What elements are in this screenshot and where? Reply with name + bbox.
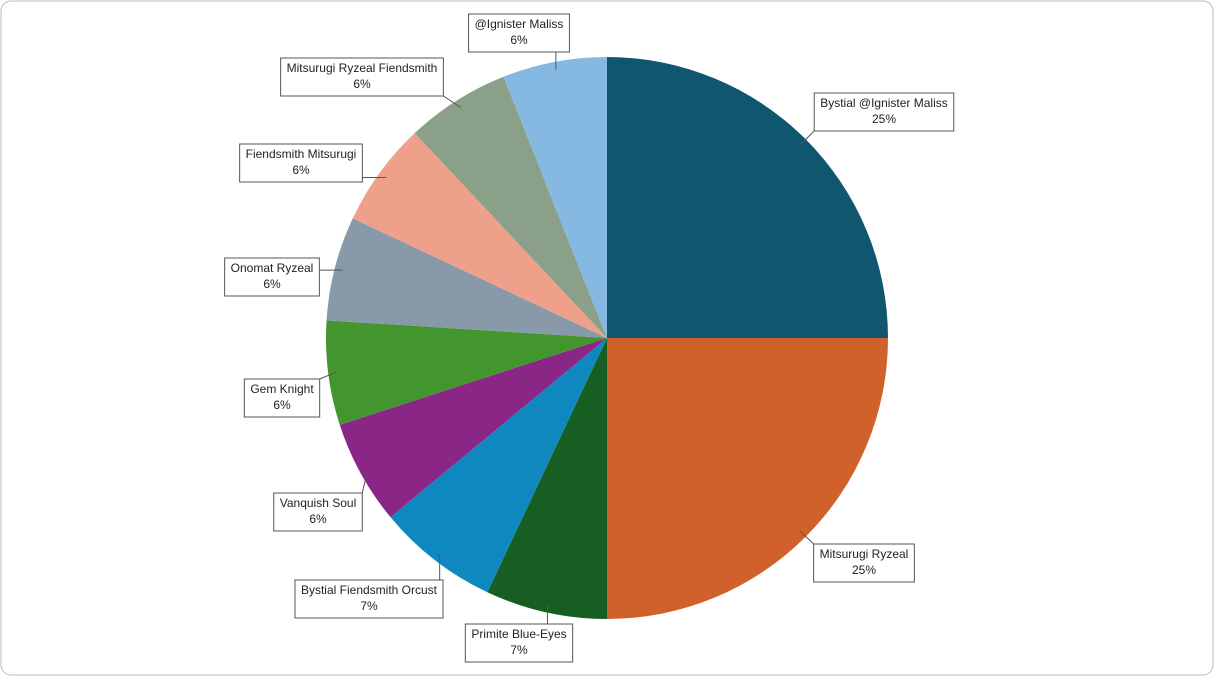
label-value: 6% bbox=[292, 163, 310, 177]
label-value: 6% bbox=[353, 77, 371, 91]
label-box bbox=[813, 543, 915, 583]
label-name: Mitsurugi Ryzeal bbox=[820, 547, 909, 561]
label-value: 6% bbox=[263, 277, 281, 291]
label-name: Primite Blue-Eyes bbox=[471, 627, 566, 641]
label-box bbox=[468, 13, 570, 53]
data-label: @Ignister Maliss 6% bbox=[468, 13, 570, 70]
pie-slice bbox=[352, 133, 607, 338]
pie-slice bbox=[326, 320, 607, 425]
slices bbox=[326, 57, 888, 619]
pie-slice bbox=[487, 338, 607, 619]
data-label: Bystial @Ignister Maliss 25% bbox=[799, 92, 955, 146]
leader-line bbox=[319, 371, 337, 380]
label-value: 6% bbox=[309, 512, 327, 526]
label-box bbox=[273, 492, 363, 532]
label-name: @Ignister Maliss bbox=[475, 17, 564, 31]
label-name: Mitsurugi Ryzeal Fiendsmith bbox=[287, 61, 438, 75]
label-box bbox=[243, 378, 321, 418]
pie-slice bbox=[414, 76, 607, 338]
label-name: Bystial Fiendsmith Orcust bbox=[301, 583, 438, 597]
data-label: Fiendsmith Mitsurugi 6% bbox=[239, 143, 387, 183]
label-value: 6% bbox=[273, 398, 291, 412]
data-label: Onomat Ryzeal 6% bbox=[224, 257, 343, 297]
label-box bbox=[294, 579, 444, 619]
leader-line bbox=[361, 469, 369, 494]
label-box bbox=[813, 92, 955, 132]
label-name: Gem Knight bbox=[250, 382, 314, 396]
pie-slice bbox=[339, 338, 607, 518]
pie-slice bbox=[326, 218, 607, 338]
data-label: Primite Blue-Eyes 7% bbox=[464, 604, 574, 663]
leader-line bbox=[799, 530, 814, 545]
label-box bbox=[280, 57, 444, 97]
data-label: Vanquish Soul 6% bbox=[273, 469, 369, 532]
label-box bbox=[239, 143, 363, 183]
label-value: 25% bbox=[852, 563, 876, 577]
label-name: Bystial @Ignister Maliss bbox=[820, 96, 948, 110]
data-label: Gem Knight 6% bbox=[243, 371, 337, 418]
leader-line bbox=[799, 130, 815, 146]
pie-slice bbox=[503, 57, 607, 338]
label-name: Onomat Ryzeal bbox=[231, 261, 314, 275]
label-name: Vanquish Soul bbox=[280, 496, 357, 510]
data-label: Mitsurugi Ryzeal 25% bbox=[799, 530, 915, 583]
label-value: 7% bbox=[360, 599, 378, 613]
data-label: Mitsurugi Ryzeal Fiendsmith 6% bbox=[280, 57, 461, 108]
label-box bbox=[224, 257, 320, 297]
pie-slice bbox=[607, 338, 888, 619]
pie-slice bbox=[390, 338, 607, 593]
label-value: 7% bbox=[510, 643, 528, 657]
label-name: Fiendsmith Mitsurugi bbox=[246, 147, 357, 161]
pie-slice bbox=[607, 57, 888, 338]
label-box bbox=[464, 623, 574, 663]
leader-line bbox=[443, 95, 461, 108]
label-value: 6% bbox=[510, 33, 528, 47]
label-value: 25% bbox=[872, 112, 896, 126]
data-label: Bystial Fiendsmith Orcust 7% bbox=[294, 553, 444, 619]
